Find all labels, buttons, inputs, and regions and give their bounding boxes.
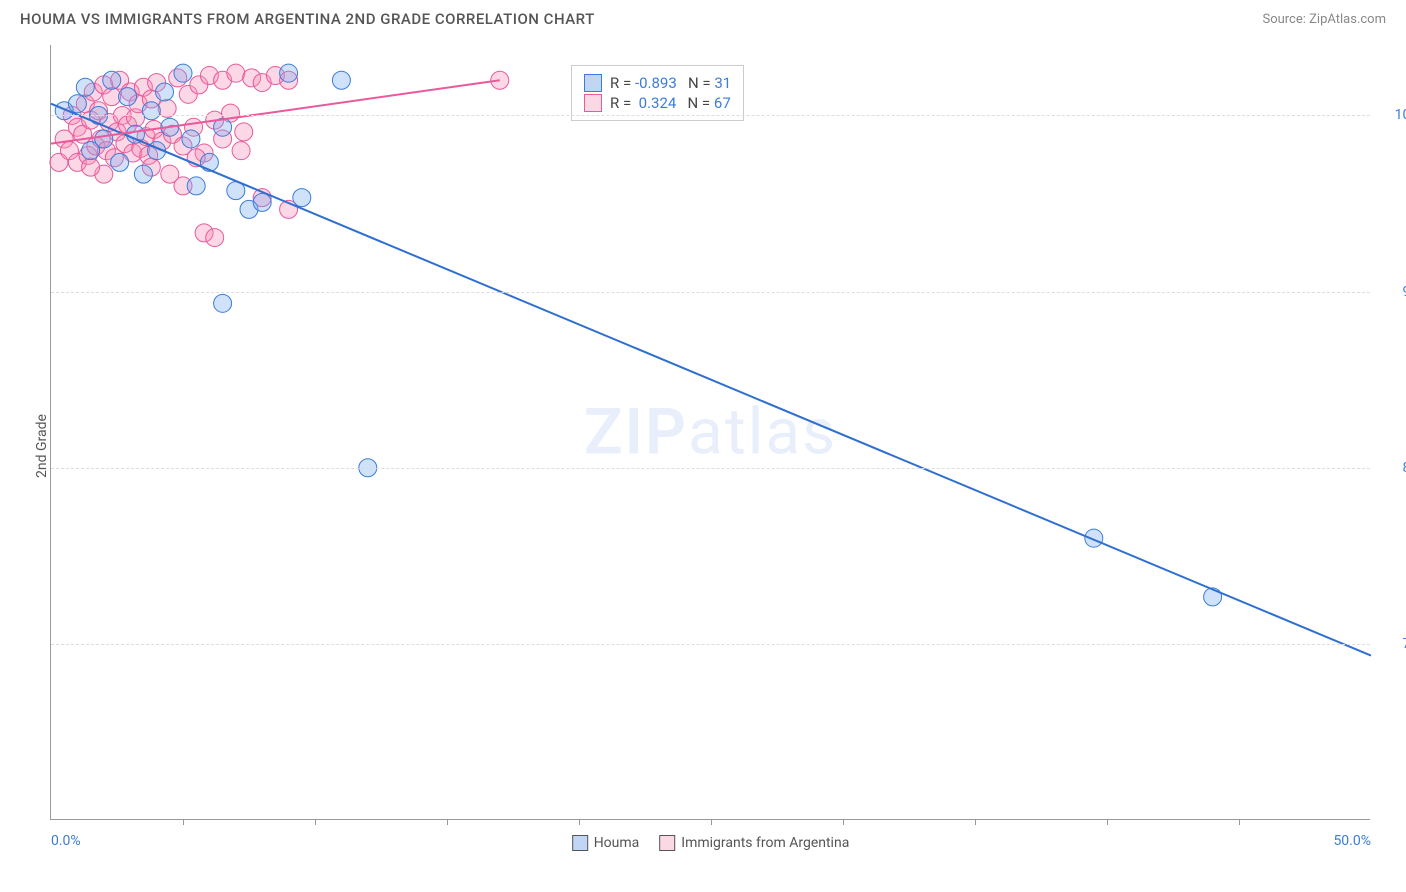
stats-row-2: R = 0.324 N = 67 (584, 94, 731, 112)
chart-source: Source: ZipAtlas.com (1262, 12, 1386, 27)
scatter-point (206, 229, 224, 247)
scatter-point (1085, 529, 1103, 547)
x-minor-tick (711, 819, 712, 825)
stats-swatch-blue (584, 74, 602, 92)
scatter-point (174, 64, 192, 82)
scatter-point (156, 83, 174, 101)
scatter-point (103, 71, 121, 89)
scatter-point (280, 64, 298, 82)
x-minor-tick (315, 819, 316, 825)
stats-n-val-2: 67 (714, 94, 731, 112)
scatter-point (142, 102, 160, 120)
stats-box: R = -0.893 N = 31 R = 0.324 N = 67 (571, 65, 744, 121)
trend-line (51, 104, 1371, 656)
stats-r-val-2: 0.324 (639, 94, 677, 112)
gridline-h (51, 292, 1370, 293)
scatter-point (232, 142, 250, 160)
stats-row-1: R = -0.893 N = 31 (584, 74, 731, 92)
x-tick-label: 50.0% (1333, 833, 1371, 849)
y-tick-label: 77.5% (1402, 636, 1406, 652)
x-minor-tick (843, 819, 844, 825)
scatter-point (76, 78, 94, 96)
legend-item-1: Houma (572, 835, 640, 851)
scatter-point (134, 165, 152, 183)
chart-title: HOUMA VS IMMIGRANTS FROM ARGENTINA 2ND G… (20, 10, 595, 28)
legend-label-2: Immigrants from Argentina (681, 835, 849, 851)
scatter-point (214, 294, 232, 312)
scatter-point (82, 158, 100, 176)
scatter-point (200, 153, 218, 171)
scatter-point (95, 130, 113, 148)
scatter-point (1204, 588, 1222, 606)
x-tick-label: 0.0% (51, 833, 81, 849)
stats-n-val-1: 31 (714, 74, 731, 92)
x-minor-tick (447, 819, 448, 825)
gridline-h (51, 644, 1370, 645)
chart-plot-area: ZIPatlas R = -0.893 N = 31 R = 0.324 N =… (50, 45, 1370, 820)
scatter-point (187, 177, 205, 195)
stats-r-val-1: -0.893 (635, 74, 677, 92)
stats-n-label-2: N = (688, 94, 711, 112)
stats-n-label-1: N = (688, 74, 711, 92)
chart-header: HOUMA VS IMMIGRANTS FROM ARGENTINA 2ND G… (0, 0, 1406, 33)
gridline-h (51, 115, 1370, 116)
scatter-point (103, 88, 121, 106)
scatter-point (182, 130, 200, 148)
stats-r-label-2: R = (610, 94, 631, 112)
legend-item-2: Immigrants from Argentina (659, 835, 849, 851)
x-minor-tick (1107, 819, 1108, 825)
scatter-point (161, 165, 179, 183)
stats-swatch-pink (584, 94, 602, 112)
scatter-point (227, 64, 245, 82)
stats-r-label-1: R = (610, 74, 631, 92)
scatter-point (293, 189, 311, 207)
y-tick-label: 92.5% (1402, 284, 1406, 300)
y-axis-label: 2nd Grade (34, 414, 50, 478)
scatter-point (68, 95, 86, 113)
x-minor-tick (183, 819, 184, 825)
legend-swatch-pink (659, 835, 675, 851)
x-minor-tick (1239, 819, 1240, 825)
scatter-point (235, 123, 253, 141)
scatter-point (119, 88, 137, 106)
scatter-point (111, 153, 129, 171)
bottom-legend: Houma Immigrants from Argentina (572, 835, 850, 851)
x-minor-tick (579, 819, 580, 825)
legend-label-1: Houma (594, 835, 640, 851)
chart-svg (51, 45, 1370, 819)
scatter-point (126, 125, 144, 143)
y-tick-label: 100.0% (1395, 107, 1406, 123)
x-minor-tick (975, 819, 976, 825)
y-tick-label: 85.0% (1402, 460, 1406, 476)
legend-swatch-blue (572, 835, 588, 851)
scatter-point (332, 71, 350, 89)
gridline-h (51, 468, 1370, 469)
scatter-point (253, 193, 271, 211)
